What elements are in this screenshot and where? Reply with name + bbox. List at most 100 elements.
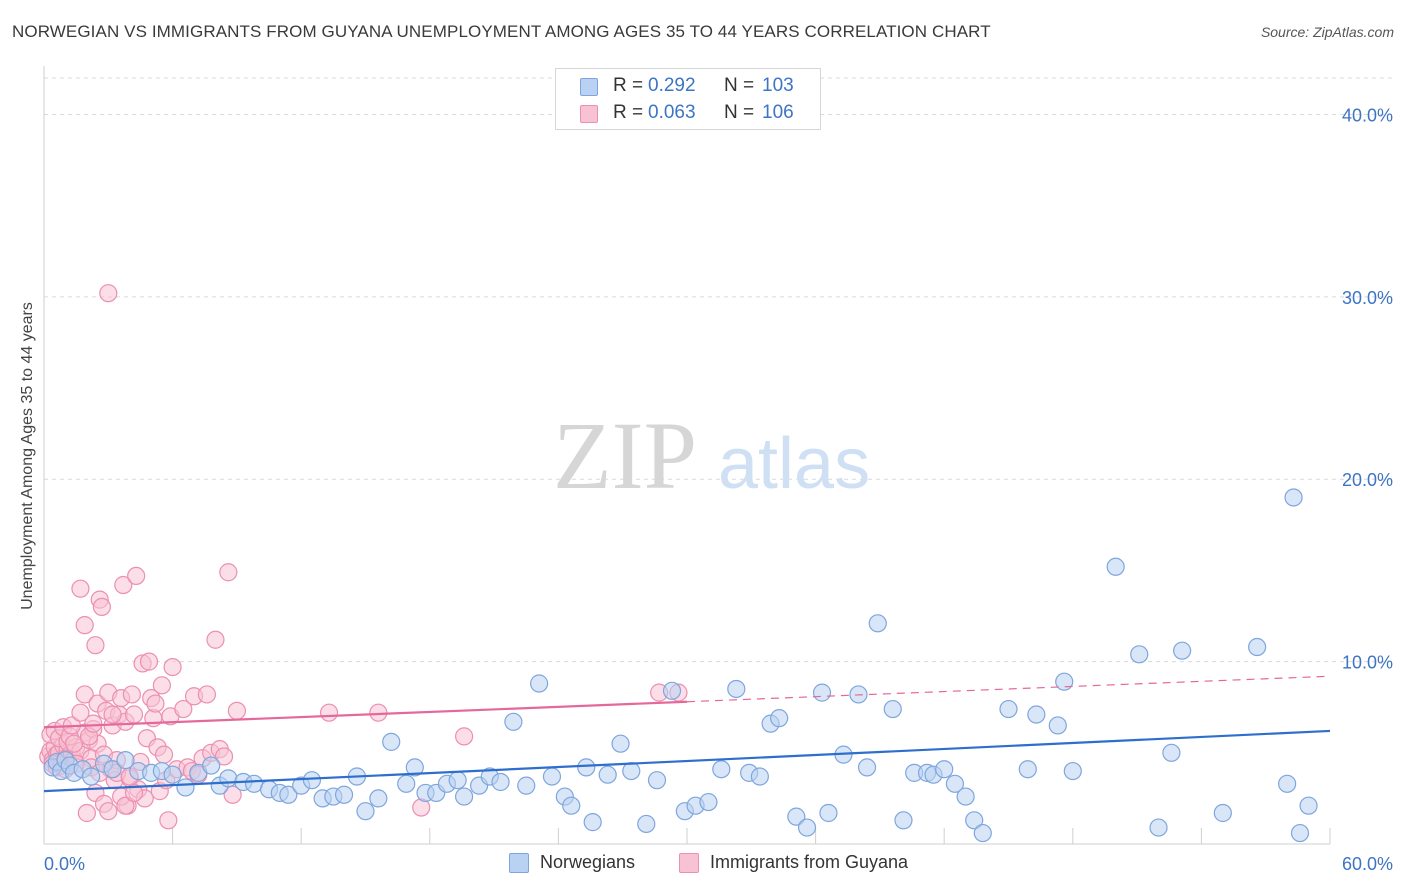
legend-r-value: 0.063 — [648, 102, 696, 123]
norwegian-point — [517, 776, 536, 795]
trend-lines — [43, 675, 1331, 793]
norwegian-point — [1213, 803, 1232, 823]
guyana-point — [127, 566, 146, 586]
norwegian-point — [965, 811, 984, 830]
norwegian-point — [770, 709, 789, 728]
guyana-point — [454, 727, 474, 746]
norwegian-point — [356, 802, 375, 821]
norwegian-point — [750, 767, 769, 786]
norwegian-point — [662, 681, 682, 700]
legend-n-value: 106 — [762, 102, 794, 123]
norwegian-point — [1055, 672, 1074, 691]
norwegian-point — [103, 760, 122, 779]
norwegian-point — [868, 614, 887, 633]
norwegian-point — [530, 674, 549, 693]
norwegian-point — [647, 771, 667, 790]
guyana-point — [124, 783, 144, 803]
guyana-point — [319, 703, 339, 722]
y-tick-label: 30.0% — [1342, 288, 1393, 308]
norwegian-point — [598, 765, 617, 784]
norwegian-point — [1248, 637, 1267, 657]
guyana-trend-line-extrapolated — [686, 675, 1331, 703]
guyana-point — [64, 734, 84, 753]
norwegian-point — [1149, 818, 1168, 837]
y-tick-label: 40.0% — [1342, 105, 1393, 125]
norwegian-point — [302, 771, 322, 790]
norwegian-point — [1027, 705, 1046, 724]
norwegian-point — [945, 774, 965, 793]
correlation-legend: R = 0.292 N = 103 R = 0.063 N = 106 — [555, 68, 821, 130]
guyana-point — [154, 745, 174, 764]
norwegian-point — [1284, 488, 1303, 507]
bottom-legend-swatch-blue — [509, 853, 529, 873]
guyana-points — [39, 284, 688, 830]
bottom-legend-swatch-pink — [679, 853, 699, 873]
norwegian-point — [116, 751, 135, 770]
guyana-point — [219, 563, 238, 582]
guyana-point — [114, 575, 133, 595]
norwegian-point — [219, 769, 238, 788]
guyana-point — [71, 579, 90, 598]
guyana-point — [86, 636, 105, 655]
y-axis-label: Unemployment Among Ages 35 to 44 years — [19, 302, 36, 610]
legend-swatch-pink — [580, 105, 598, 123]
guyana-point — [103, 705, 122, 724]
legend-r-label: R = — [613, 102, 644, 123]
legend-n-label: N = — [724, 102, 755, 123]
x-tick-label: 60.0% — [1342, 854, 1393, 874]
norwegian-point — [542, 767, 562, 786]
y-tick-label: 10.0% — [1342, 653, 1393, 673]
norwegian-point — [176, 778, 195, 797]
norwegian-point — [727, 679, 746, 699]
legend-swatch-blue — [580, 78, 598, 96]
norwegian-point — [712, 760, 731, 779]
norwegian-point — [622, 761, 641, 781]
norwegian-point — [883, 699, 902, 719]
legend-n-label: N = — [724, 75, 755, 96]
norwegian-point — [973, 823, 992, 843]
norwegian-point — [382, 732, 401, 751]
guyana-point — [139, 652, 159, 671]
axes — [43, 66, 1331, 845]
guyana-point — [99, 284, 118, 303]
guyana-point — [122, 685, 141, 704]
norwegian-point — [1290, 823, 1310, 843]
guyana-point — [71, 703, 90, 722]
guyana-point — [84, 714, 103, 733]
guyana-point — [174, 699, 193, 719]
guyana-point — [227, 701, 246, 720]
legend-r-label: R = — [613, 75, 644, 96]
norwegian-point — [812, 683, 832, 702]
guyana-point — [152, 676, 171, 695]
norwegian-point — [1018, 760, 1037, 779]
norwegian-point — [397, 774, 416, 793]
norwegian-point — [1048, 716, 1067, 735]
norwegian-trend-line — [43, 729, 1331, 793]
norwegian-point — [797, 818, 817, 837]
norwegian-point — [699, 792, 718, 812]
norwegian-point — [504, 712, 523, 731]
norwegian-point — [454, 787, 474, 806]
norwegian-points — [43, 488, 1318, 843]
legend-r-value: 0.292 — [648, 75, 696, 96]
guyana-point — [214, 747, 234, 766]
guyana-trend-line — [43, 700, 688, 729]
norwegian-point — [1278, 774, 1297, 793]
bottom-legend-label: Norwegians — [540, 852, 636, 872]
norwegian-point — [1173, 641, 1192, 660]
norwegian-point — [577, 758, 596, 777]
source-label: Source: ZipAtlas.com — [1260, 24, 1394, 40]
chart-title: NORWEGIAN VS IMMIGRANTS FROM GUYANA UNEM… — [12, 22, 991, 41]
guyana-point — [99, 802, 118, 821]
norwegian-point — [583, 813, 602, 832]
norwegian-point — [999, 699, 1018, 719]
norwegian-point — [1106, 557, 1125, 576]
watermark: ZIP atlas — [553, 402, 870, 509]
norwegian-point — [491, 772, 510, 792]
guyana-point — [197, 685, 216, 704]
norwegian-point — [1299, 796, 1318, 815]
guyana-point — [159, 811, 178, 830]
norwegian-point — [956, 787, 975, 806]
watermark-zip: ZIP — [553, 402, 697, 509]
